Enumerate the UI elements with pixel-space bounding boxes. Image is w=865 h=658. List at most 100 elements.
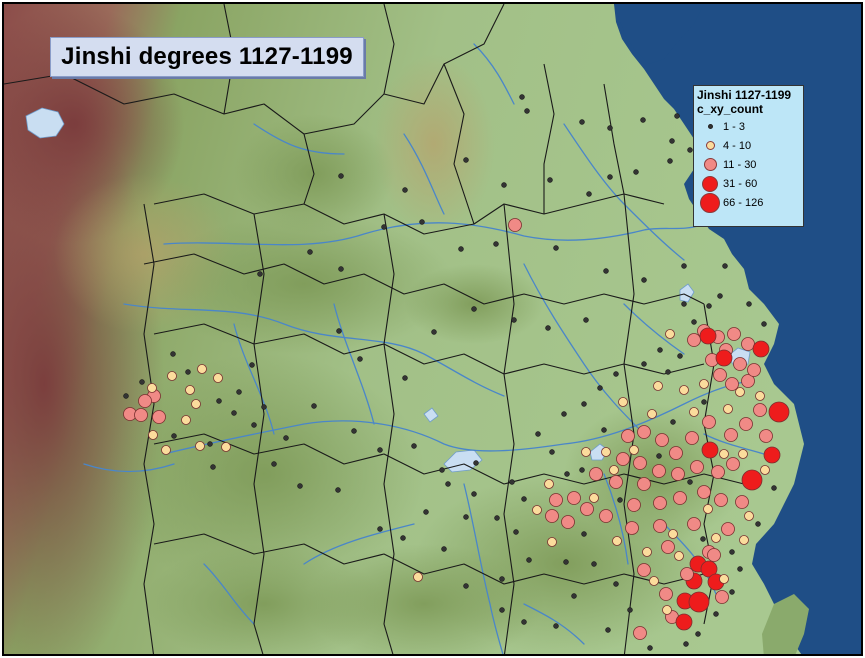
site-1-3 [746,301,752,307]
site-11-30 [580,502,594,516]
legend: Jinshi 1127-1199 c_xy_count 1 - 3 4 - 10… [693,85,804,227]
site-66-126 [741,469,763,491]
site-4-10 [185,385,195,395]
site-11-30 [655,433,669,447]
site-4-10 [735,387,745,397]
site-1-3 [633,169,639,175]
site-4-10 [544,479,554,489]
map-title-box: Jinshi degrees 1127-1199 [50,37,364,77]
site-1-3 [471,306,477,312]
site-4-10 [213,373,223,383]
site-1-3 [627,607,633,613]
site-1-3 [249,362,255,368]
site-1-3 [139,379,145,385]
site-4-10 [191,399,201,409]
site-11-30 [661,540,675,554]
site-4-10 [699,379,709,389]
site-1-3 [257,271,263,277]
site-1-3 [591,561,597,567]
site-1-3 [513,529,519,535]
legend-symbol-1 [707,124,713,129]
site-1-3 [493,241,499,247]
site-1-3 [307,249,313,255]
site-1-3 [402,375,408,381]
map-title: Jinshi degrees 1127-1199 [61,43,353,70]
site-1-3 [571,593,577,599]
site-4-10 [197,364,207,374]
site-1-3 [423,509,429,515]
site-11-30 [739,417,753,431]
site-1-3 [445,481,451,487]
site-1-3 [601,427,607,433]
legend-label: 1 - 3 [723,120,746,133]
site-4-10 [221,442,231,452]
site-1-3 [511,317,517,323]
site-1-3 [553,623,559,629]
site-11-30 [741,374,755,388]
site-1-3 [564,471,570,477]
site-1-3 [402,187,408,193]
site-11-30 [633,456,647,470]
site-1-3 [471,491,477,497]
site-1-3 [641,277,647,283]
legend-row: 4 - 10 [697,136,800,155]
site-1-3 [351,428,357,434]
site-4-10 [649,576,659,586]
site-1-3 [458,246,464,252]
legend-symbol-5 [700,192,720,213]
admin-boundaries [4,4,745,654]
site-11-30 [724,428,738,442]
site-11-30 [549,493,563,507]
site-1-3 [706,303,712,309]
site-4-10 [547,537,557,547]
site-1-3 [657,347,663,353]
site-4-10 [738,449,748,459]
site-4-10 [703,504,713,514]
site-1-3 [431,329,437,335]
site-11-30 [567,491,581,505]
site-1-3 [669,138,675,144]
site-11-30 [680,567,694,581]
site-4-10 [181,415,191,425]
site-4-10 [662,605,672,615]
site-4-10 [723,404,733,414]
legend-row: 11 - 30 [697,155,800,174]
site-4-10 [195,441,205,451]
site-11-30 [721,522,735,536]
site-11-30 [625,521,639,535]
site-4-10 [612,536,622,546]
site-4-10 [760,465,770,475]
site-1-3 [761,321,767,327]
site-1-3 [381,224,387,230]
site-11-30 [707,548,721,562]
site-4-10 [629,445,639,455]
site-31-60 [675,613,693,631]
site-1-3 [640,117,646,123]
site-11-30 [685,431,699,445]
site-1-3 [613,371,619,377]
site-4-10 [601,447,611,457]
site-4-10 [609,465,619,475]
site-11-30 [637,477,651,491]
site-1-3 [526,557,532,563]
site-4-10 [642,547,652,557]
site-1-3 [583,317,589,323]
site-1-3 [547,177,553,183]
legend-symbol-3 [703,158,717,171]
site-4-10 [581,447,591,457]
site-1-3 [336,328,342,334]
site-4-10 [532,505,542,515]
site-1-3 [607,125,613,131]
site-11-30 [725,377,739,391]
site-11-30 [735,495,749,509]
site-4-10 [147,383,157,393]
site-11-30 [726,457,740,471]
site-1-3 [499,576,505,582]
legend-row: 31 - 60 [697,174,800,193]
site-1-3 [700,536,706,542]
site-4-10 [744,511,754,521]
site-1-3 [357,356,363,362]
site-1-3 [683,641,689,647]
site-4-10 [674,551,684,561]
